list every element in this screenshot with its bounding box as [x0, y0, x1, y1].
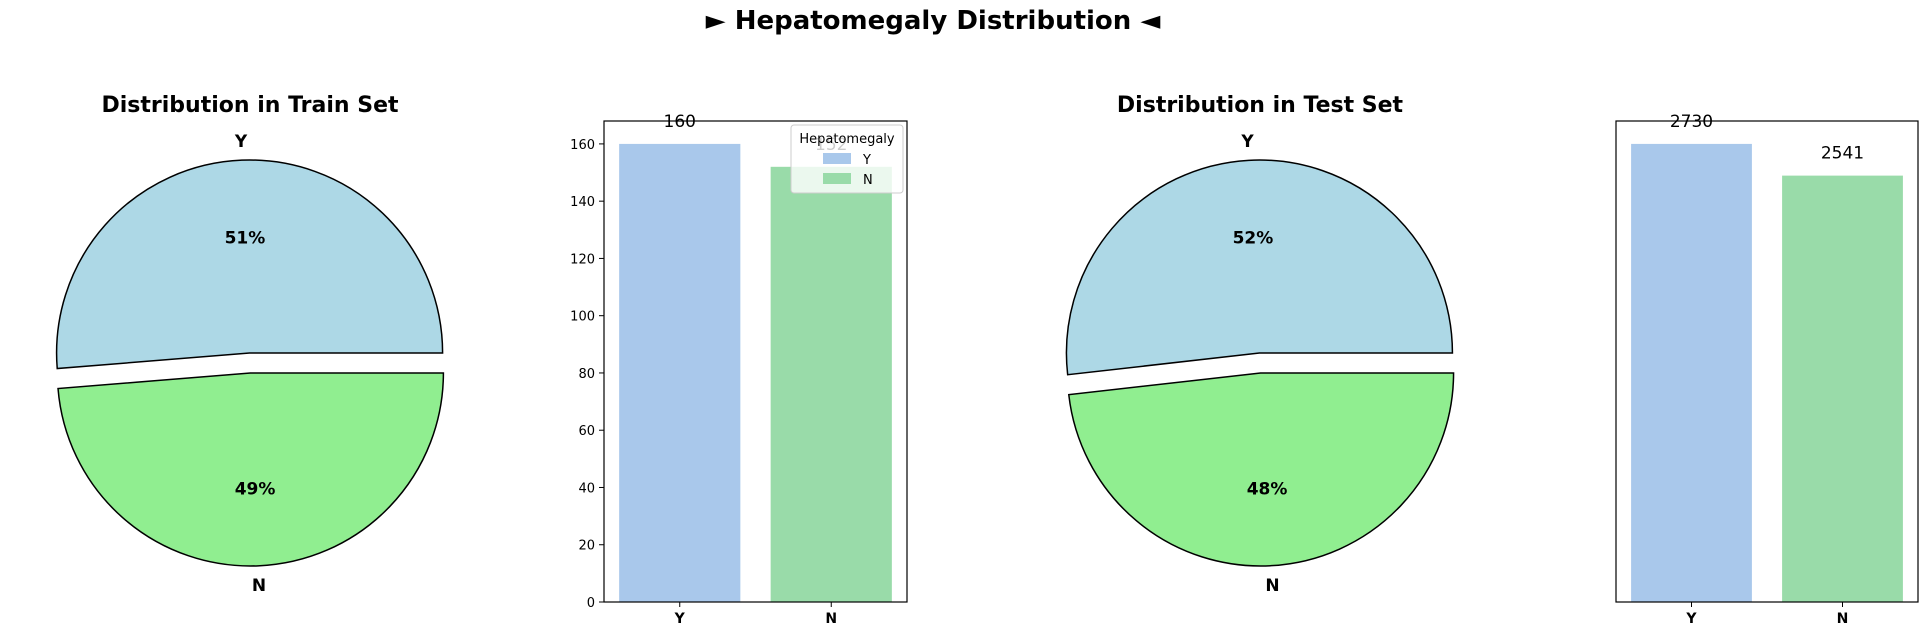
bar-n [770, 166, 892, 603]
y-tick-label: 100 [570, 310, 595, 325]
pie-percent-label: 52% [1233, 228, 1274, 248]
legend-swatch [823, 173, 851, 184]
bar-value-label: 160 [664, 112, 696, 132]
y-tick-label: 40 [578, 481, 595, 496]
x-tick-label: Y [1685, 611, 1697, 627]
pie-percent-label: 51% [225, 228, 266, 248]
axes-frame [603, 120, 908, 603]
y-tick-label: 140 [570, 195, 595, 210]
pie-chart-2: Distribution in Test Set Y 52% N 48% [1065, 93, 1455, 596]
pie-slice-y [1065, 159, 1454, 376]
y-tick-label: 120 [570, 252, 595, 267]
axes-frame [1615, 120, 1919, 603]
x-tick-label: N [825, 611, 837, 627]
figure-suptitle: ► Hepatomegaly Distribution ◄ [706, 6, 1161, 36]
legend-entry-label: Y [862, 153, 871, 168]
pie-percent-label: 49% [235, 480, 276, 500]
y-tick-label: 80 [578, 367, 595, 382]
legend-entry-label: N [863, 173, 873, 188]
pie-category-label: N [252, 576, 266, 596]
pie-slice-y [55, 159, 444, 370]
pie-category-label: Y [234, 132, 248, 152]
bar-y [619, 143, 741, 602]
y-tick-label: 60 [578, 424, 595, 439]
pie-title: Distribution in Test Set [1117, 93, 1404, 118]
y-tick-label: 160 [570, 138, 595, 153]
y-tick-label: 0 [587, 596, 595, 611]
legend: Hepatomegaly YN [790, 124, 904, 194]
pie-percent-label: 48% [1247, 480, 1288, 500]
pie-slice-n [57, 372, 445, 567]
legend-swatch [823, 153, 851, 164]
bar-y [1631, 143, 1752, 602]
pie-category-label: N [1265, 576, 1279, 596]
x-tick-label: N [1837, 611, 1849, 627]
pie-category-label: Y [1240, 132, 1254, 152]
bar-chart-1: Y160N152020406080100120140160Hepatomegal… [570, 112, 908, 627]
bar-value-label: 2730 [1670, 112, 1713, 132]
legend-title: Hepatomegaly [799, 132, 895, 147]
x-tick-label: Y [674, 611, 686, 627]
pie-slice-n [1067, 372, 1455, 567]
bar-value-label: 2541 [1821, 144, 1864, 164]
bar-n [1782, 175, 1903, 602]
y-tick-label: 20 [578, 539, 595, 554]
pie-chart-0: Distribution in Train Set Y 51% N 49% [55, 93, 445, 596]
pie-title: Distribution in Train Set [102, 93, 399, 118]
bar-chart-3: Y 2730 N 2541 [1615, 112, 1919, 627]
